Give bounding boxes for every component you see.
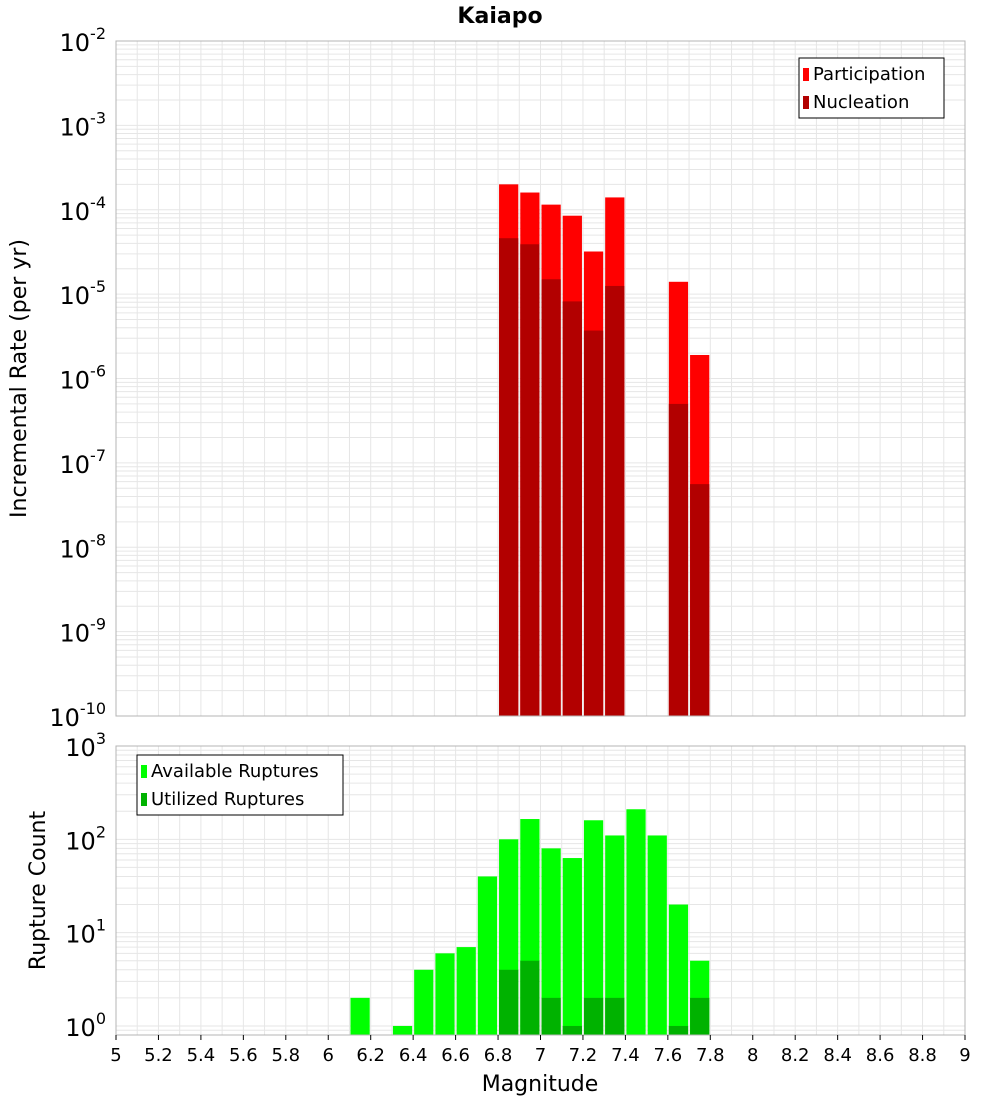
count-legend-label: Available Ruptures bbox=[151, 761, 319, 782]
x-tick-label: 5.4 bbox=[187, 1045, 216, 1066]
nucleation-bar bbox=[690, 484, 710, 716]
x-tick-label: 7.8 bbox=[696, 1045, 725, 1066]
x-tick-label: 6 bbox=[323, 1045, 334, 1066]
count-y-tick-label: 102 bbox=[65, 822, 106, 855]
count-legend-box bbox=[136, 754, 344, 816]
count-y-tick-label: 101 bbox=[65, 916, 106, 949]
x-tick-label: 5.8 bbox=[271, 1045, 300, 1066]
utilized-bar bbox=[562, 1025, 582, 1035]
x-tick-label: 5.6 bbox=[229, 1045, 258, 1066]
x-tick-label: 7 bbox=[535, 1045, 546, 1066]
utilized-bar bbox=[583, 997, 604, 1035]
rate-y-tick-label: 10-5 bbox=[60, 277, 107, 310]
available-bar bbox=[647, 835, 667, 1035]
rate-legend: Participation Nucleation bbox=[798, 57, 945, 119]
x-tick-label: 6.2 bbox=[356, 1045, 385, 1066]
available-bar bbox=[541, 848, 561, 1035]
x-tick-label: 7.6 bbox=[654, 1045, 683, 1066]
rate-y-axis-label: Incremental Rate (per yr) bbox=[7, 239, 32, 518]
utilized-bar bbox=[605, 997, 625, 1035]
available-bar bbox=[562, 858, 582, 1035]
count-bars bbox=[350, 809, 710, 1035]
nucleation-bar bbox=[520, 244, 540, 717]
available-bar bbox=[605, 835, 625, 1035]
nucleation-bar bbox=[605, 285, 625, 716]
rate-legend-label: Nucleation bbox=[813, 92, 909, 113]
x-tick-label: 6.6 bbox=[441, 1045, 470, 1066]
x-tick-label: 5 bbox=[110, 1045, 121, 1066]
available-bar bbox=[456, 947, 476, 1035]
rate-legend-label: Participation bbox=[813, 64, 925, 85]
x-tick-label: 8.6 bbox=[866, 1045, 895, 1066]
rate-legend-swatch bbox=[803, 68, 809, 81]
utilized-bar bbox=[690, 997, 710, 1035]
available-bar bbox=[477, 876, 498, 1035]
rate-y-tick-label: 10-3 bbox=[60, 108, 107, 141]
x-tick-label: 8 bbox=[747, 1045, 758, 1066]
utilized-bar bbox=[668, 1025, 689, 1035]
available-bar bbox=[414, 969, 434, 1035]
rate-y-tick-label: 10-6 bbox=[60, 362, 107, 395]
rate-grid bbox=[115, 40, 966, 717]
x-axis-label: Magnitude bbox=[482, 1072, 599, 1097]
count-y-tick-label: 103 bbox=[65, 729, 106, 762]
x-tick-label: 8.8 bbox=[908, 1045, 937, 1066]
x-tick-label: 6.8 bbox=[484, 1045, 513, 1066]
available-bar bbox=[626, 809, 646, 1035]
x-tick-label: 8.2 bbox=[781, 1045, 810, 1066]
rate-panel: 10-10 10-9 10-8 10-7 10-6 10-5 10-4 10-3 10-2 Inc… bbox=[7, 24, 966, 732]
rate-y-tick-label: 10-10 bbox=[49, 699, 106, 732]
utilized-bar bbox=[541, 997, 561, 1035]
rate-y-tick-label: 10-7 bbox=[60, 446, 107, 479]
utilized-bar bbox=[520, 960, 540, 1035]
count-legend: Available Ruptures Utilized Ruptures bbox=[136, 754, 344, 816]
rate-y-tick-label: 10-9 bbox=[60, 615, 107, 648]
nucleation-bar bbox=[583, 330, 604, 716]
count-legend-swatch bbox=[141, 793, 147, 806]
available-bar bbox=[350, 997, 370, 1035]
available-bar bbox=[435, 953, 455, 1035]
count-panel: 100 101 102 103 Rupture Count Available Ruptu… bbox=[26, 729, 966, 1042]
available-bar bbox=[668, 904, 689, 1035]
count-legend-label: Utilized Ruptures bbox=[151, 789, 304, 810]
count-y-axis-label: Rupture Count bbox=[26, 811, 51, 971]
nucleation-bar bbox=[668, 403, 689, 716]
available-bar bbox=[583, 820, 604, 1035]
count-legend-swatch bbox=[141, 765, 147, 778]
x-tick-label: 7.2 bbox=[569, 1045, 598, 1066]
nucleation-bar bbox=[499, 238, 519, 716]
rate-frame bbox=[115, 40, 966, 717]
x-tick-label: 6.4 bbox=[399, 1045, 428, 1066]
rate-bars bbox=[499, 184, 710, 717]
x-axis: 5 5.2 5.4 5.6 5.8 6 6.2 6.4 6.6 6.8 7 7.2 7.4 7.6 7.8 8… bbox=[110, 1035, 971, 1066]
chart-title: Kaiapo bbox=[457, 4, 542, 29]
nucleation-bar bbox=[541, 279, 561, 716]
x-tick-label: 5.2 bbox=[144, 1045, 173, 1066]
rate-y-tick-label: 10-8 bbox=[60, 530, 107, 563]
nucleation-bar bbox=[562, 301, 582, 716]
rate-y-tick-label: 10-2 bbox=[60, 24, 107, 57]
rate-legend-swatch bbox=[803, 96, 809, 109]
x-tick-label: 9 bbox=[959, 1045, 970, 1066]
x-tick-label: 8.4 bbox=[823, 1045, 852, 1066]
x-tick-label: 7.4 bbox=[611, 1045, 640, 1066]
rate-y-tick-label: 10-4 bbox=[60, 193, 107, 226]
rate-legend-box bbox=[798, 57, 945, 119]
count-y-tick-label: 100 bbox=[65, 1009, 106, 1042]
available-bar bbox=[392, 1025, 413, 1035]
utilized-bar bbox=[499, 969, 519, 1035]
